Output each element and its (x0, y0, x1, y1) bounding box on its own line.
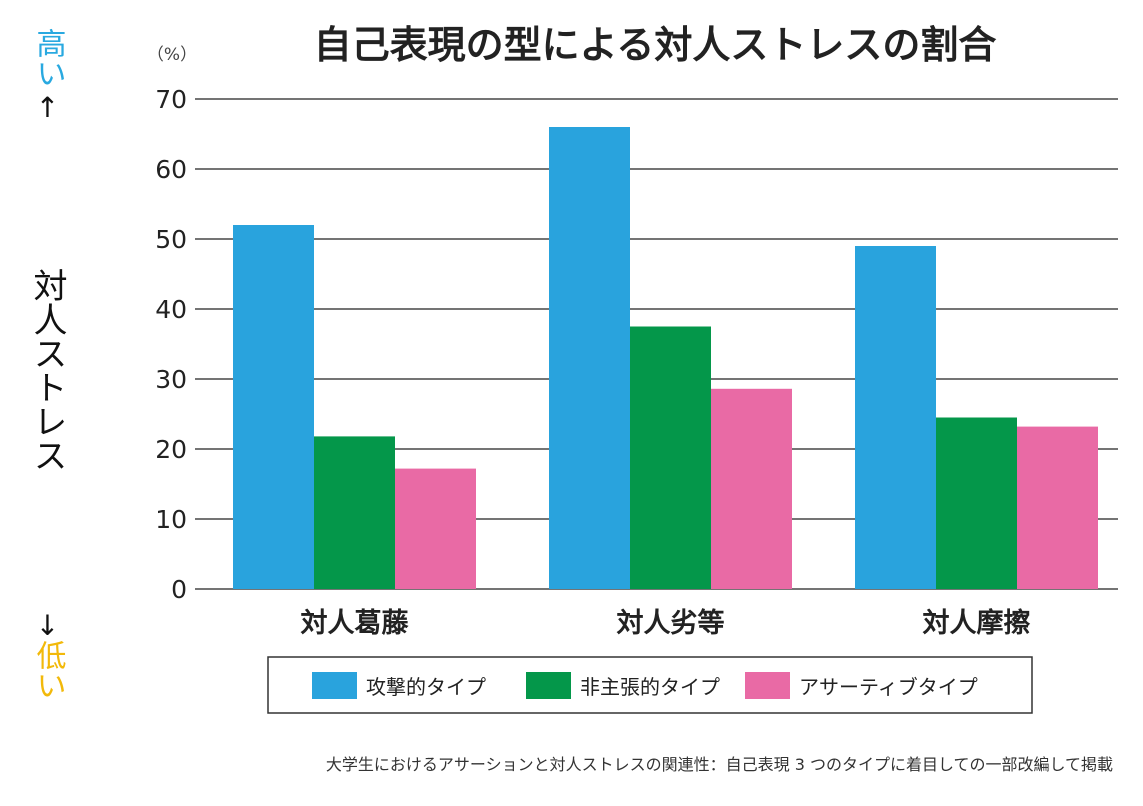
x-tick-label: 対人葛藤 (301, 608, 410, 639)
legend-label: 非主張的タイプ (580, 675, 720, 699)
up-arrow-icon: ↑ (35, 91, 60, 124)
legend-label: アサーティブタイプ (799, 675, 978, 699)
bar (314, 436, 395, 589)
y-tick-label: 70 (155, 85, 187, 114)
low-stress-label: ↓ 低い (0, 612, 95, 706)
y-tick-label: 50 (155, 225, 187, 254)
legend-swatch (745, 672, 790, 699)
bar (630, 326, 711, 589)
legend-box (267, 656, 1033, 714)
bar (233, 225, 314, 589)
y-tick-label: 30 (155, 365, 187, 394)
legend-swatch (312, 672, 357, 699)
legend: 攻撃的タイプ 非主張的タイプ アサーティブタイプ (267, 656, 1033, 714)
low-word: 低い (30, 640, 66, 700)
bar (936, 417, 1017, 589)
y-tick-label: 10 (155, 505, 187, 534)
y-tick-labels: 0 10 20 30 40 50 60 70 (155, 85, 187, 604)
bar (1017, 426, 1098, 589)
x-tick-label: 対人劣等 (617, 607, 725, 639)
legend-label: 攻撃的タイプ (366, 675, 486, 699)
y-axis-unit: （%） (147, 45, 197, 65)
bars (233, 127, 1098, 589)
bar (855, 246, 936, 589)
high-stress-label: 高い ↑ (0, 28, 95, 122)
x-tick-labels: 対人葛藤 対人劣等 対人摩擦 (301, 607, 1031, 639)
chart-title: 自己表現の型による対人ストレスの割合 (314, 23, 997, 67)
y-tick-label: 60 (155, 155, 187, 184)
bar (549, 127, 630, 589)
y-tick-label: 0 (171, 575, 187, 604)
stress-axis-text: 対人ストレス (27, 268, 67, 472)
legend-swatch (526, 672, 571, 699)
stress-axis-label: 対人ストレス (0, 268, 95, 481)
x-tick-label: 対人摩擦 (923, 607, 1031, 639)
y-tick-label: 20 (155, 435, 187, 464)
footnote: 大学生におけるアサーションと対人ストレスの関連性：自己表現 3 つのタイプに着目… (326, 755, 1113, 774)
down-arrow-icon: ↓ (35, 609, 60, 642)
y-tick-label: 40 (155, 295, 187, 324)
bar (395, 468, 476, 589)
high-word: 高い (30, 28, 66, 88)
bar (711, 388, 792, 589)
